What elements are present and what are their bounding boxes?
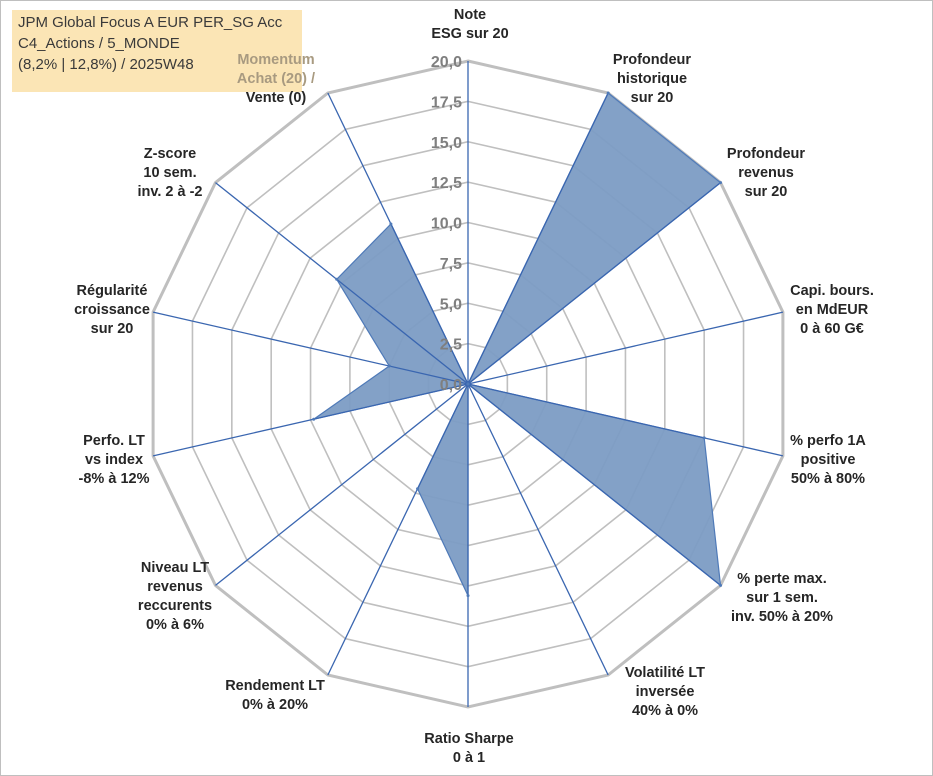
axis-label-5-line-1: sur 1 sem.: [746, 590, 818, 606]
title-line-2: C4_Actions / 5_MONDE: [18, 35, 180, 52]
axis-spoke-5: [467, 383, 721, 586]
axis-label-9-line-2: reccurents: [138, 598, 212, 614]
axis-spoke-12: [215, 182, 469, 385]
axis-label-12-line-2: inv. 2 à -2: [137, 184, 202, 200]
axis-label-0-line-0: Note: [454, 7, 486, 23]
axis-spoke-4: [467, 383, 784, 457]
tick-label-1: 2,5: [440, 337, 462, 354]
axis-label-5-line-2: inv. 50% à 20%: [731, 609, 833, 625]
axis-spoke-13: [327, 92, 469, 385]
axis-spoke-9: [215, 383, 469, 586]
axis-label-12-line-1: 10 sem.: [143, 165, 196, 181]
axis-label-9-line-1: revenus: [147, 579, 203, 595]
axis-label-4-line-2: 50% à 80%: [791, 471, 865, 487]
axis-label-11-line-0: Régularité: [77, 283, 148, 299]
tick-label-6: 15,0: [431, 135, 462, 152]
axis-label-11-line-2: sur 20: [91, 321, 134, 337]
data-point-13: [389, 222, 393, 226]
axis-spoke-6: [467, 383, 609, 676]
data-point-9: [466, 382, 470, 386]
tick-label-2: 5,0: [440, 296, 462, 313]
axis-spoke-2: [467, 182, 721, 385]
title-line-1: JPM Global Focus A EUR PER_SG Acc: [18, 14, 283, 31]
tick-label-0: 0,0: [440, 377, 462, 394]
axis-label-10-line-1: vs index: [85, 452, 143, 468]
axis-label-9-line-0: Niveau LT: [141, 560, 209, 576]
axis-label-4-line-1: positive: [801, 452, 856, 468]
axis-spoke-10: [152, 383, 469, 457]
axis-label-10-line-0: Perfo. LT: [83, 433, 145, 449]
axis-label-12-line-0: Z-score: [144, 146, 196, 162]
axis-label-8-line-0: Rendement LT: [225, 678, 325, 694]
axis-label-13-line-0: Momentum: [237, 52, 314, 68]
axis-label-0-line-1: ESG sur 20: [431, 26, 508, 42]
axis-label-4-line-0: % perfo 1A: [790, 433, 866, 449]
axis-label-8-line-1: 0% à 20%: [242, 697, 308, 713]
axis-label-13-line-2: Vente (0): [246, 90, 307, 106]
axis-label-2-line-1: revenus: [738, 165, 794, 181]
title-line-3: (8,2% | 12,8%) / 2025W48: [18, 56, 194, 73]
tick-label-3: 7,5: [440, 256, 462, 273]
axis-label-3-line-1: en MdEUR: [796, 302, 869, 318]
axis-spoke-11: [152, 311, 469, 385]
axis-label-10-line-2: -8% à 12%: [79, 471, 150, 487]
tick-label-7: 17,5: [431, 94, 462, 111]
axis-label-13-line-1: Achat (20) /: [237, 71, 315, 87]
axis-label-11-line-1: croissance: [74, 302, 150, 318]
axis-label-3-line-2: 0 à 60 G€: [800, 321, 864, 337]
axis-label-1-line-2: sur 20: [631, 90, 674, 106]
tick-label-5: 12,5: [431, 175, 462, 192]
axis-label-7-line-0: Ratio Sharpe: [424, 731, 513, 747]
data-point-7: [466, 594, 470, 598]
data-point-11: [387, 364, 391, 368]
data-point-10: [312, 417, 316, 421]
axis-label-6-line-0: Volatilité LT: [625, 665, 705, 681]
axis-label-6-line-2: 40% à 0%: [632, 703, 698, 719]
data-point-8: [416, 487, 420, 491]
axis-label-5-line-0: % perte max.: [737, 571, 826, 587]
tick-label-4: 10,0: [431, 216, 462, 233]
data-point-4: [702, 436, 706, 440]
axis-label-1-line-1: historique: [617, 71, 687, 87]
axis-label-7-line-1: 0 à 1: [453, 750, 485, 766]
data-point-12: [335, 277, 339, 281]
chart-title-box: JPM Global Focus A EUR PER_SG Acc C4_Act…: [12, 10, 302, 92]
tick-label-8: 20,0: [431, 54, 462, 71]
data-point-1: [606, 91, 610, 95]
axis-label-1-line-0: Profondeur: [613, 52, 691, 68]
data-point-5: [719, 583, 723, 587]
data-point-2: [719, 181, 723, 185]
axis-label-2-line-2: sur 20: [745, 184, 788, 200]
axis-label-9-line-3: 0% à 6%: [146, 617, 204, 633]
axis-label-3-line-0: Capi. bours.: [790, 283, 874, 299]
axis-spoke-1: [467, 92, 609, 385]
axis-label-2-line-0: Profondeur: [727, 146, 805, 162]
axis-spoke-8: [327, 383, 469, 676]
axis-label-6-line-1: inversée: [636, 684, 695, 700]
axis-spoke-3: [467, 311, 784, 385]
